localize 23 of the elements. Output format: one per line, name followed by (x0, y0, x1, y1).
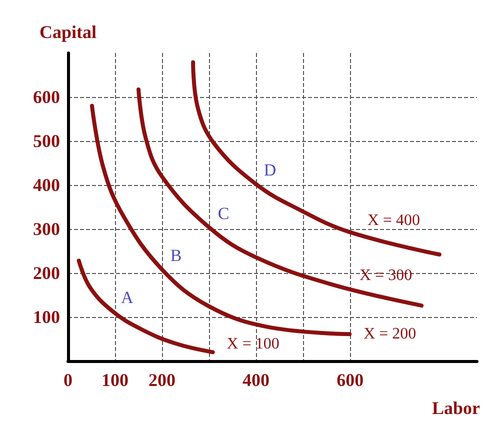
line-series (136, 88, 424, 308)
y-tick-label: 300 (33, 219, 60, 239)
x-tick-label: 100 (102, 370, 129, 390)
annotation: B (170, 246, 182, 265)
x-axis-title: Labor (432, 398, 480, 418)
y-tick-label: 200 (33, 263, 60, 283)
annotation: D (264, 160, 276, 180)
series-label: X = 200 (364, 326, 416, 343)
x-tick-label: 0 (64, 370, 72, 390)
y-tick-label: 500 (33, 131, 60, 151)
line-series (90, 104, 352, 336)
annotation: A (120, 288, 134, 308)
annotation: C (218, 204, 230, 224)
line-series (191, 60, 442, 257)
y-axis-title: Capital (39, 22, 97, 42)
y-tick-label: 400 (33, 175, 60, 195)
x-tick-label: 600 (336, 370, 364, 390)
y-tick-label: 600 (33, 87, 60, 107)
x-tick-label: 400 (242, 370, 270, 390)
x-tick-label: 200 (148, 370, 176, 390)
series-label: X = 400 (367, 212, 420, 230)
series-label: X = 100 (226, 336, 280, 353)
y-tick-label: 100 (33, 307, 60, 327)
